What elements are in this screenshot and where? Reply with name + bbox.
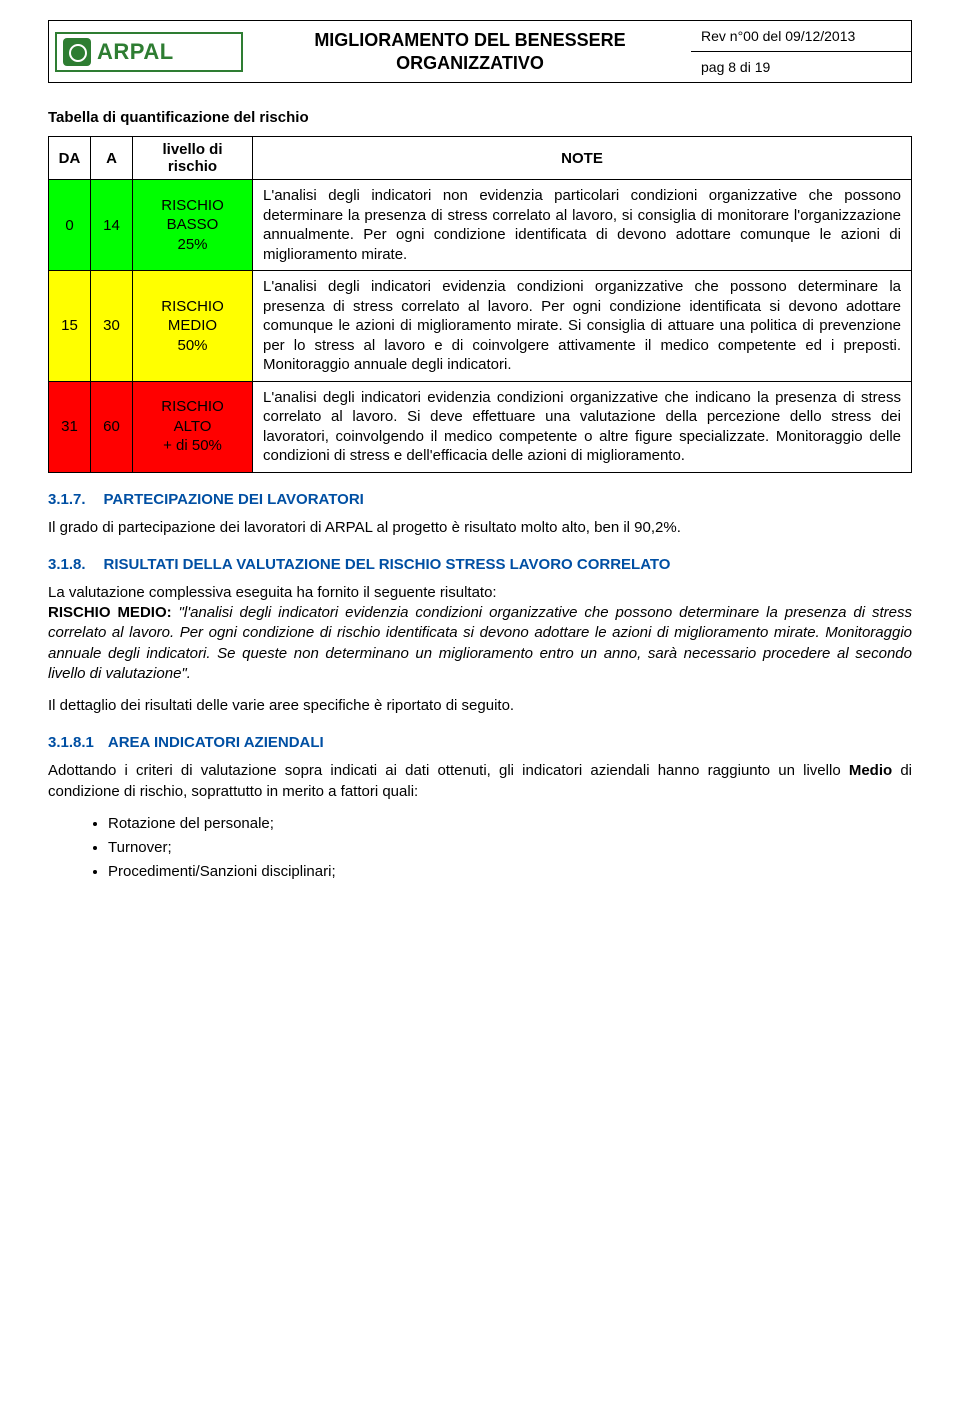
- heading-3181: 3.1.8.1 AREA INDICATORI AZIENDALI: [48, 734, 912, 751]
- heading-317-num: 3.1.7.: [48, 491, 86, 508]
- cell-note: L'analisi degli indicatori evidenzia con…: [253, 271, 912, 382]
- doc-header: ARPAL MIGLIORAMENTO DEL BENESSERE ORGANI…: [48, 20, 912, 83]
- heading-3181-num: 3.1.8.1: [48, 734, 94, 751]
- list-item: Procedimenti/Sanzioni disciplinari;: [108, 862, 912, 882]
- heading-317: 3.1.7. PARTECIPAZIONE DEI LAVORATORI: [48, 491, 912, 508]
- th-note: NOTE: [253, 137, 912, 180]
- para-318-detail: Il dettaglio dei risultati delle varie a…: [48, 696, 912, 716]
- table-header-row: DA A livello di rischio NOTE: [49, 137, 912, 180]
- para-318-intro: La valutazione complessiva eseguita ha f…: [48, 583, 912, 684]
- cell-a: 14: [91, 180, 133, 271]
- cell-a: 30: [91, 271, 133, 382]
- table-caption: Tabella di quantificazione del rischio: [48, 109, 912, 126]
- heading-318-num: 3.1.8.: [48, 556, 86, 573]
- heading-3181-title: AREA INDICATORI AZIENDALI: [108, 734, 324, 751]
- th-da: DA: [49, 137, 91, 180]
- logo-text: ARPAL: [97, 39, 174, 65]
- list-item: Turnover;: [108, 838, 912, 858]
- para-3181: Adottando i criteri di valutazione sopra…: [48, 761, 912, 802]
- result-quote: "l'analisi degli indicatori evidenzia co…: [48, 604, 912, 682]
- result-label: RISCHIO MEDIO:: [48, 604, 172, 621]
- cell-da: 15: [49, 271, 91, 382]
- heading-318: 3.1.8. RISULTATI DELLA VALUTAZIONE DEL R…: [48, 556, 912, 573]
- cell-da: 31: [49, 381, 91, 472]
- arpal-mark-icon: [63, 38, 91, 66]
- heading-317-title: PARTECIPAZIONE DEI LAVORATORI: [104, 491, 364, 508]
- cell-da: 0: [49, 180, 91, 271]
- para-317: Il grado di partecipazione dei lavorator…: [48, 518, 912, 538]
- logo-cell: ARPAL: [49, 21, 249, 82]
- heading-318-title: RISULTATI DELLA VALUTAZIONE DEL RISCHIO …: [104, 556, 671, 573]
- cell-a: 60: [91, 381, 133, 472]
- th-a: A: [91, 137, 133, 180]
- bullets-3181: Rotazione del personale; Turnover; Procedi…: [48, 814, 912, 883]
- page-container: ARPAL MIGLIORAMENTO DEL BENESSERE ORGANI…: [0, 0, 960, 927]
- cell-note: L'analisi degli indicatori non evidenzia…: [253, 180, 912, 271]
- revision-line: Rev n°00 del 09/12/2013: [691, 21, 911, 52]
- cell-level: RISCHIOALTO+ di 50%: [133, 381, 253, 472]
- para-3181-bold: Medio: [849, 762, 892, 779]
- logo-box: ARPAL: [55, 32, 243, 72]
- risk-table: DA A livello di rischio NOTE 014RISCHIOB…: [48, 136, 912, 473]
- doc-title: MIGLIORAMENTO DEL BENESSERE ORGANIZZATIV…: [249, 21, 691, 82]
- th-livello: livello di rischio: [133, 137, 253, 180]
- cell-level: RISCHIOBASSO25%: [133, 180, 253, 271]
- header-meta: Rev n°00 del 09/12/2013 pag 8 di 19: [691, 21, 911, 82]
- cell-level: RISCHIOMEDIO50%: [133, 271, 253, 382]
- table-row: 3160RISCHIOALTO+ di 50%L'analisi degli i…: [49, 381, 912, 472]
- list-item: Rotazione del personale;: [108, 814, 912, 834]
- page-line: pag 8 di 19: [691, 52, 911, 83]
- table-row: 014RISCHIOBASSO25%L'analisi degli indica…: [49, 180, 912, 271]
- para-3181-before: Adottando i criteri di valutazione sopra…: [48, 762, 849, 779]
- para-318-intro-text: La valutazione complessiva eseguita ha f…: [48, 584, 497, 601]
- table-row: 1530RISCHIOMEDIO50%L'analisi degli indic…: [49, 271, 912, 382]
- cell-note: L'analisi degli indicatori evidenzia con…: [253, 381, 912, 472]
